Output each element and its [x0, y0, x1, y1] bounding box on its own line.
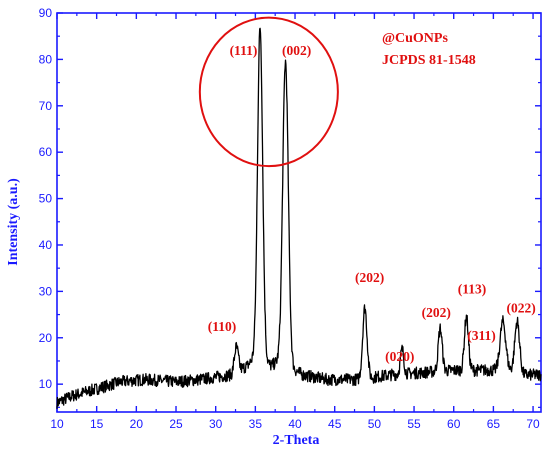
- legend-jcpds: JCPDS 81-1548: [382, 53, 476, 68]
- xrd-pattern-line: [56, 27, 542, 409]
- peak-label: (202): [355, 270, 384, 285]
- x-tick-label: 30: [209, 417, 223, 431]
- plot-frame: [56, 12, 542, 413]
- peak-label: (113): [458, 282, 487, 297]
- annotations: (110) (111) (002) (202) (020) (202) (113) (311)…: [198, 16, 536, 364]
- y-axis-title: Intensity (a.u.): [6, 178, 21, 266]
- peak-label: (111): [230, 43, 258, 58]
- x-tick-label: 40: [288, 417, 302, 431]
- y-tick-label: 20: [39, 331, 53, 345]
- peak-label: (311): [467, 328, 496, 343]
- peak-label: (202): [422, 305, 451, 320]
- y-tick-label: 90: [39, 6, 53, 20]
- x-tick-label: 65: [487, 417, 501, 431]
- peak-label: (022): [507, 300, 536, 315]
- x-tick-label: 45: [328, 417, 342, 431]
- x-tick-label: 10: [50, 417, 64, 431]
- y-tick-label: 70: [39, 99, 53, 113]
- x-tick-label: 15: [90, 417, 104, 431]
- data-series: [56, 27, 542, 409]
- grid-and-axes: 10 15 20 25 30 35 40 45 50 55 60 65 70 10 20 30 40 50 60 70…: [39, 6, 542, 431]
- x-axis-title: 2-Theta: [273, 433, 320, 448]
- x-tick-label: 55: [407, 417, 421, 431]
- y-tick-label: 80: [39, 52, 53, 66]
- x-tick-label: 25: [169, 417, 183, 431]
- y-tick-label: 60: [39, 145, 53, 159]
- y-tick-label: 30: [39, 284, 53, 298]
- peak-label: (020): [385, 349, 414, 364]
- x-tick-label: 35: [249, 417, 263, 431]
- x-tick-label: 50: [368, 417, 382, 431]
- legend-sample-name: @CuONPs: [382, 31, 448, 46]
- peak-label: (002): [282, 43, 311, 58]
- y-tick-label: 50: [39, 192, 53, 206]
- x-tick-label: 70: [526, 417, 540, 431]
- x-tick-label: 20: [130, 417, 144, 431]
- x-tick-label: 60: [447, 417, 461, 431]
- highlight-circle: [198, 16, 339, 168]
- y-tick-label: 10: [39, 377, 53, 391]
- y-tick-label: 40: [39, 238, 53, 252]
- peak-label: (110): [208, 319, 237, 334]
